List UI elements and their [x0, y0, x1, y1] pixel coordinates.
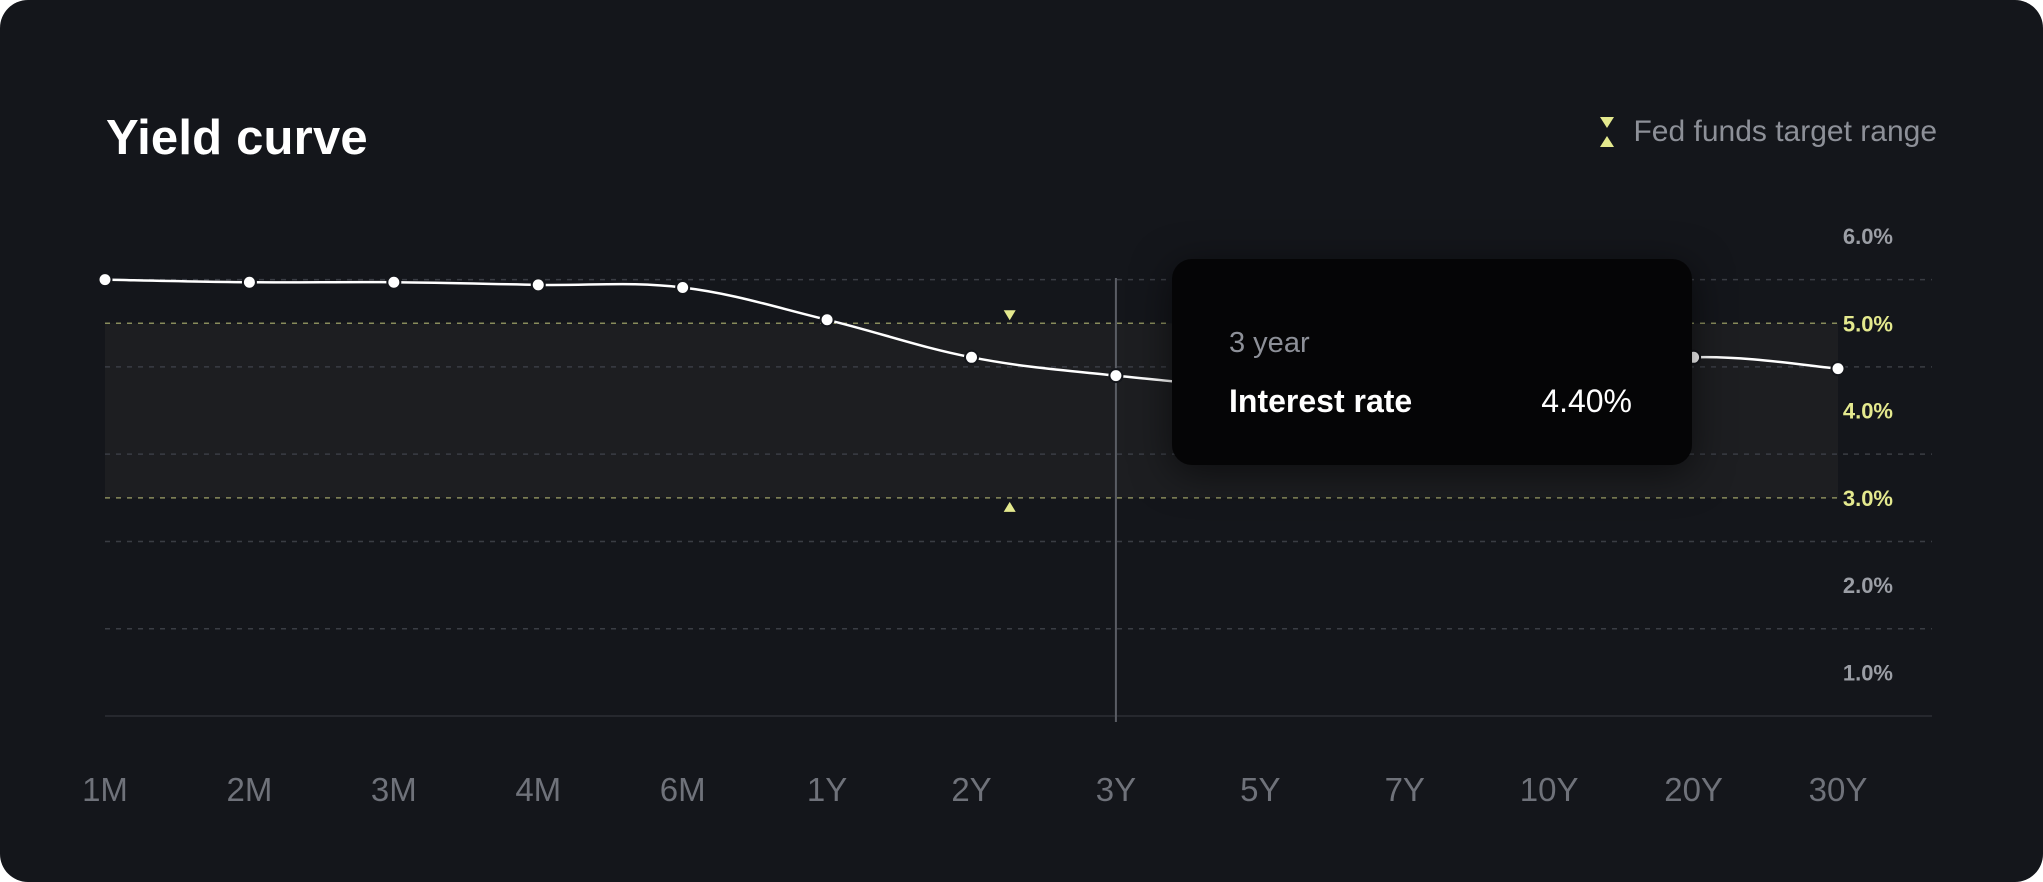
data-point-2y[interactable]	[964, 349, 979, 365]
x-tick-label: 2Y	[951, 771, 991, 808]
x-tick-label: 10Y	[1520, 771, 1579, 808]
y-tick-label: 4.0%	[1843, 399, 1893, 424]
y-tick-label: 6.0%	[1843, 224, 1893, 249]
x-tick-label: 1Y	[807, 771, 847, 808]
x-tick-label: 6M	[660, 771, 706, 808]
data-point-3y[interactable]	[1108, 368, 1124, 384]
tooltip-value: 4.40%	[1541, 383, 1632, 419]
data-point-3m[interactable]	[386, 274, 402, 290]
data-point-30y[interactable]	[1830, 361, 1846, 377]
data-point-2m[interactable]	[241, 274, 257, 290]
x-tick-label: 3Y	[1096, 771, 1136, 808]
x-tick-label: 3M	[371, 771, 417, 808]
data-point-1y[interactable]	[819, 312, 835, 328]
x-tick-label: 5Y	[1240, 771, 1280, 808]
tooltip-period: 3 year	[1229, 327, 1310, 359]
data-point-4m[interactable]	[530, 277, 546, 293]
x-tick-label: 7Y	[1385, 771, 1425, 808]
target-low-marker	[1003, 501, 1016, 512]
data-point-1m[interactable]	[97, 272, 113, 288]
tooltip: 3 year Interest rate 4.40%	[1172, 259, 1692, 465]
chart-title: Yield curve	[106, 111, 368, 165]
x-tick-label: 20Y	[1664, 771, 1723, 808]
y-tick-label: 5.0%	[1843, 311, 1893, 336]
target-high-marker	[1003, 310, 1016, 321]
fed-funds-range-icon	[1600, 117, 1615, 147]
x-tick-label: 4M	[515, 771, 561, 808]
data-point-6m[interactable]	[675, 279, 691, 295]
tooltip-label: Interest rate	[1229, 383, 1413, 419]
x-tick-label: 2M	[226, 771, 272, 808]
x-tick-label: 1M	[82, 771, 128, 808]
x-tick-label: 30Y	[1809, 771, 1868, 808]
y-tick-label: 1.0%	[1843, 660, 1893, 685]
legend-label: Fed funds target range	[1633, 115, 1937, 148]
y-tick-label: 2.0%	[1843, 573, 1893, 598]
legend: Fed funds target range	[1599, 112, 1937, 152]
y-tick-label: 3.0%	[1843, 486, 1893, 511]
